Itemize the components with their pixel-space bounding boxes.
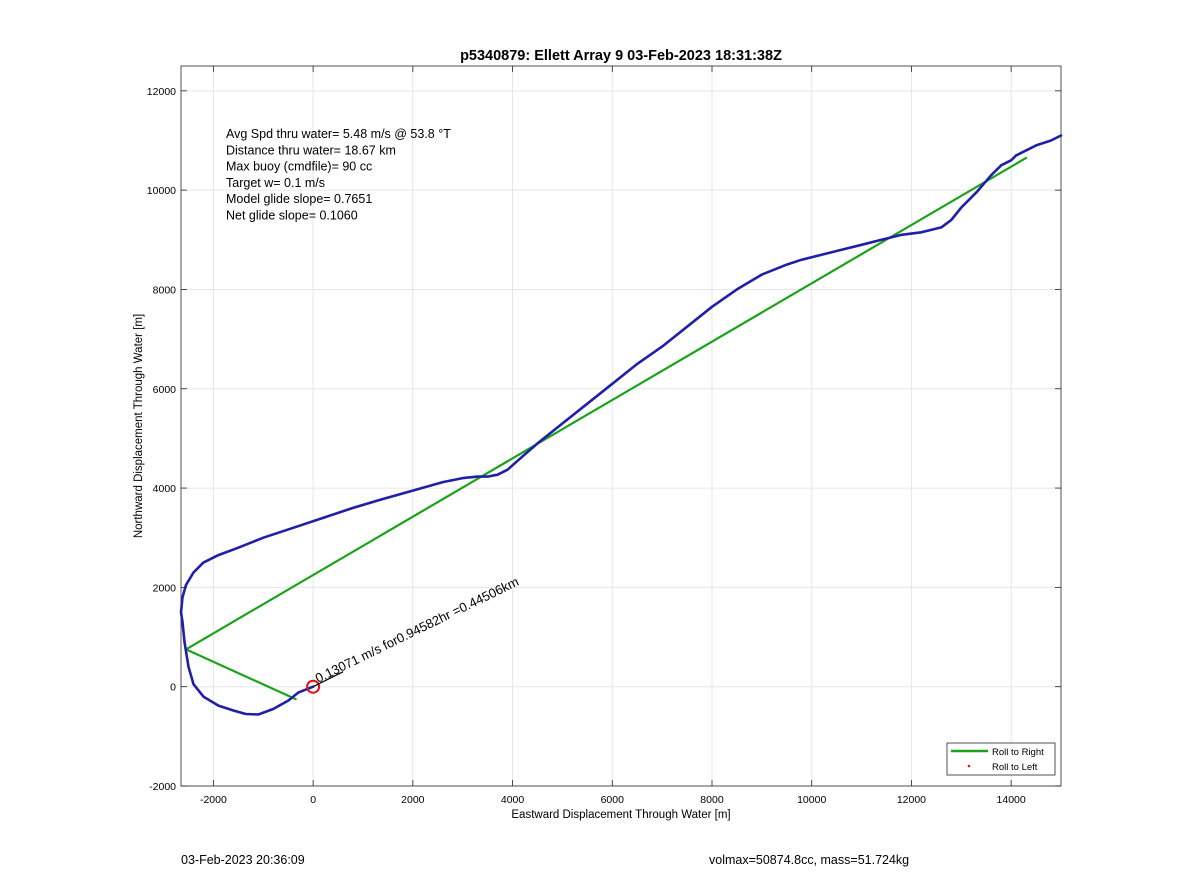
series-layer: [179, 134, 1063, 716]
chart-title: p5340879: Ellett Array 9 03-Feb-2023 18:…: [460, 48, 782, 64]
info-line: Max buoy (cmdfile)= 90 cc: [226, 160, 372, 174]
x-tick-label: -2000: [200, 794, 227, 806]
info-text-block: Avg Spd thru water= 5.48 m/s @ 53.8 °T Di…: [226, 127, 451, 223]
current-vector-arrow: [312, 671, 344, 688]
legend-label-roll-right: Roll to Right: [992, 747, 1044, 758]
legend-box: [946, 742, 1056, 776]
x-tick-label: 14000: [997, 794, 1026, 806]
legend: Roll to Right Roll to Left: [946, 742, 1056, 776]
x-tick-label: 12000: [897, 794, 926, 806]
plot-area-frame: [180, 65, 1062, 787]
x-tick-label: 10000: [797, 794, 826, 806]
footer-mass-info: volmax=50874.8cc, mass=51.724kg: [709, 853, 910, 867]
y-tick-label: 0: [170, 682, 176, 694]
glider-track-line: [179, 134, 1063, 716]
y-tick-label: 10000: [147, 185, 176, 197]
x-axis-label: Eastward Displacement Through Water [m]: [511, 809, 730, 821]
x-tick-label: 2000: [401, 794, 425, 806]
y-axis-label: Northward Displacement Through Water [m]: [133, 314, 145, 538]
y-tick-label: -2000: [149, 781, 176, 793]
y-tick-label: 6000: [153, 384, 177, 396]
info-line: Net glide slope= 0.1060: [226, 209, 358, 223]
info-line: Model glide slope= 0.7651: [226, 192, 372, 206]
info-line: Avg Spd thru water= 5.48 m/s @ 53.8 °T: [226, 127, 451, 141]
y-tick-label: 4000: [153, 483, 177, 495]
footer-timestamp: 03-Feb-2023 20:36:09: [181, 853, 305, 867]
axis-ticks: -2000 0 2000 4000 6000 8000 10000 12000 14000 -20…: [147, 66, 1061, 806]
info-line: Distance thru water= 18.67 km: [226, 143, 396, 157]
y-tick-label: 12000: [147, 86, 176, 98]
x-tick-label: 0: [310, 794, 316, 806]
x-tick-label: 8000: [700, 794, 724, 806]
legend-swatch-roll-left: [967, 764, 971, 768]
info-line: Target w= 0.1 m/s: [226, 176, 325, 190]
x-tick-label: 6000: [601, 794, 625, 806]
start-marker: [306, 679, 321, 694]
x-tick-label: 4000: [501, 794, 525, 806]
segment-annotation: 0.13071 m/s for0.94582hr =0.44506km: [313, 574, 521, 686]
legend-label-roll-left: Roll to Left: [992, 762, 1038, 773]
grid-lines: [181, 66, 1061, 787]
y-tick-label: 8000: [153, 284, 177, 296]
roll-to-right-line: [184, 156, 1028, 701]
y-tick-label: 2000: [153, 582, 177, 594]
